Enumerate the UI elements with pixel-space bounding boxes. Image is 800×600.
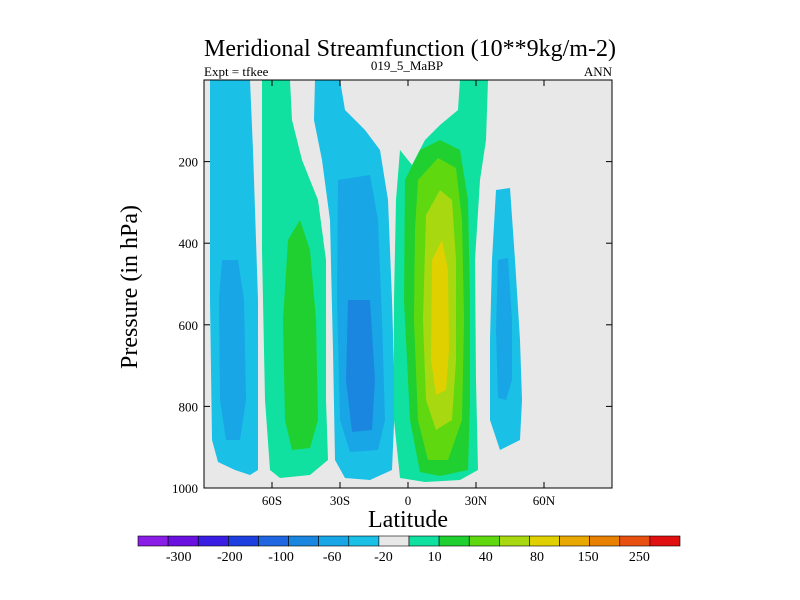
colorbar-swatch (468, 535, 500, 547)
colorbar-swatch (438, 535, 470, 547)
colorbar-label: -60 (323, 550, 342, 565)
x-tick-label: 30S (330, 493, 350, 508)
colorbar-swatch (228, 535, 259, 547)
x-tick-label: 60N (533, 493, 556, 508)
colorbar-swatch (499, 535, 530, 547)
y-tick-label: 200 (179, 155, 199, 170)
colorbar-label: 10 (428, 550, 442, 565)
colorbar-swatch (348, 535, 380, 547)
contour-neg60-band-1 (219, 260, 246, 440)
subtitle-center: 019_5_MaBP (371, 58, 443, 73)
subtitle-left: Expt = tfkee (204, 64, 269, 79)
x-axis-label: Latitude (368, 507, 448, 533)
colorbar (137, 535, 681, 547)
colorbar-label: 150 (578, 550, 599, 565)
chart-title: Meridional Streamfunction (10**9kg/m-2) (204, 36, 616, 62)
colorbar-label: 40 (479, 550, 493, 565)
colorbar-swatch (378, 535, 410, 547)
colorbar-swatch (408, 535, 440, 547)
colorbar-swatch (589, 535, 621, 547)
contour-pos40-band-1 (283, 220, 318, 450)
colorbar-label: -20 (374, 550, 393, 565)
contour-neg60-band-3 (496, 258, 512, 400)
colorbar-labels: -300 -200 -100 -60 -20 10 40 80 150 250 (166, 550, 650, 565)
colorbar-swatch (137, 535, 169, 547)
plot-area: 60S 30S 0 30N 60N 200 400 600 800 1000 (172, 79, 613, 508)
y-tick-label: 600 (179, 318, 199, 333)
subtitle-right: ANN (584, 64, 613, 79)
colorbar-swatch (288, 535, 319, 547)
x-axis-ticks: 60S 30S 0 30N 60N (262, 80, 556, 508)
contour-neg100-band (346, 300, 375, 432)
colorbar-label: -100 (268, 550, 294, 565)
y-axis-label: Pressure (in hPa) (117, 205, 143, 369)
y-tick-label: 400 (179, 236, 199, 251)
colorbar-label: 80 (530, 550, 544, 565)
y-tick-label: 800 (179, 399, 199, 414)
contour-fills (210, 80, 522, 482)
colorbar-swatch (318, 535, 350, 547)
colorbar-label: -200 (217, 550, 243, 565)
x-tick-label: 0 (405, 493, 412, 508)
contour-pos250-band (431, 240, 449, 395)
colorbar-label: 250 (629, 550, 650, 565)
colorbar-swatch (619, 535, 651, 547)
colorbar-swatch (559, 535, 590, 547)
colorbar-swatch (649, 535, 681, 547)
colorbar-swatch (167, 535, 199, 547)
colorbar-swatch (529, 535, 560, 547)
colorbar-label: -300 (166, 550, 192, 565)
x-tick-label: 30N (465, 493, 488, 508)
y-tick-label: 1000 (172, 481, 198, 496)
y-axis-ticks: 200 400 600 800 1000 (172, 155, 612, 496)
x-tick-label: 60S (262, 493, 282, 508)
colorbar-swatch (197, 535, 229, 547)
colorbar-swatch (258, 535, 289, 547)
